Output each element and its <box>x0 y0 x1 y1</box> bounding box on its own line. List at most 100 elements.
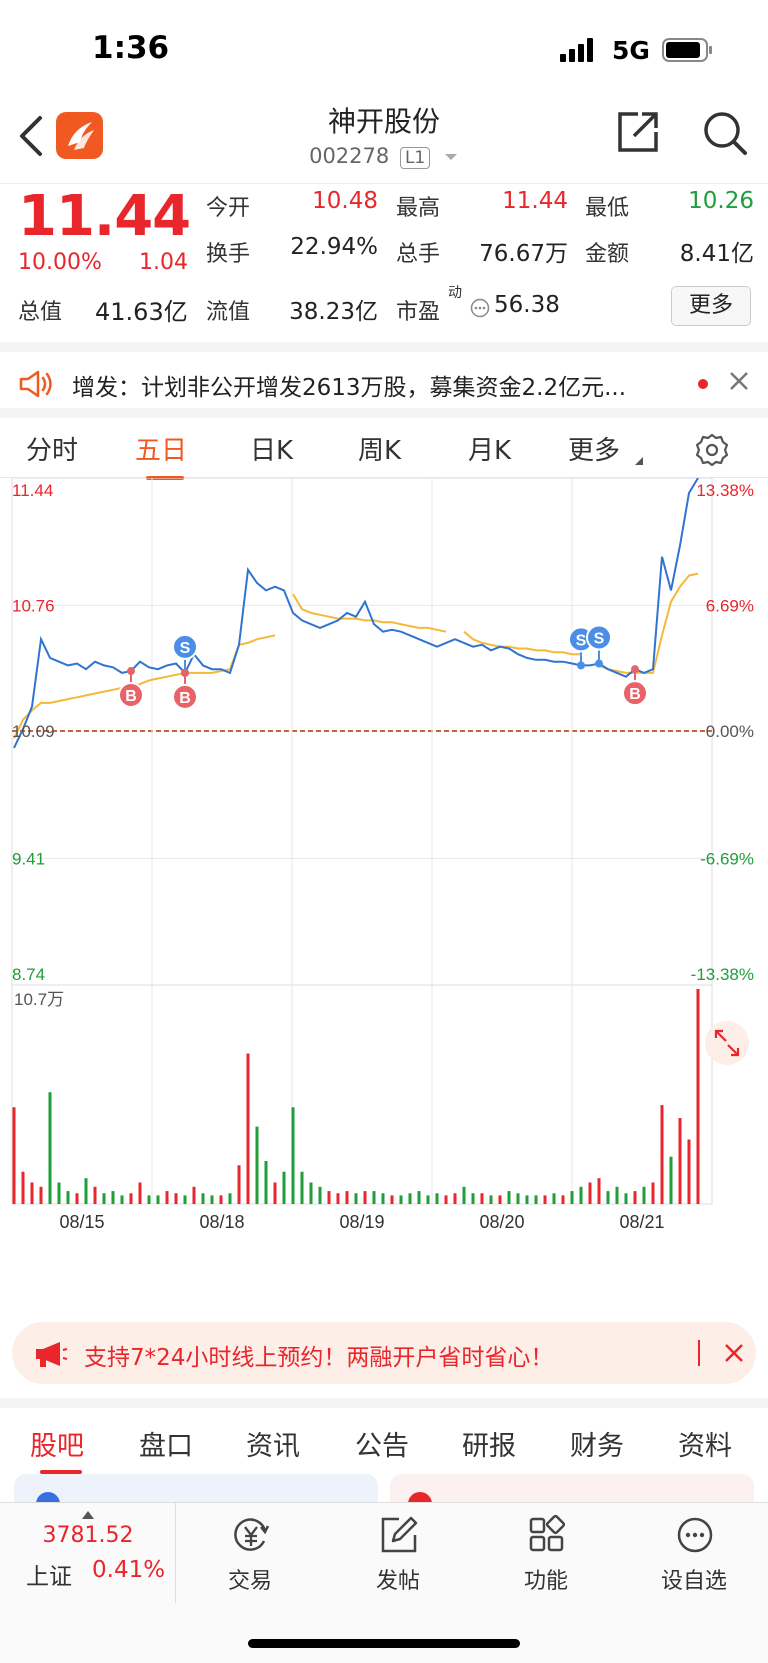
trade-button[interactable]: 交易 <box>190 1511 310 1601</box>
volume-bar <box>147 1195 151 1204</box>
tab-news[interactable]: 资讯 <box>246 1431 300 1462</box>
volume-bar <box>39 1186 43 1204</box>
add-watchlist-label: 设自选 <box>660 1569 727 1594</box>
index-ticker[interactable]: 3781.52 上证 0.41% <box>0 1503 176 1603</box>
stock-code: 002278 <box>309 144 390 168</box>
volume-bar <box>597 1178 601 1204</box>
turnover-label: 换手 <box>206 242 251 267</box>
volume-bar <box>552 1193 556 1204</box>
volume-bar <box>48 1092 52 1204</box>
stock-code-row[interactable]: 002278 L1 <box>0 144 768 169</box>
promo-banner[interactable]: 支持7*24小时线上预约！两融开户省时省心！ <box>12 1322 756 1384</box>
tab-announcements[interactable]: 公告 <box>355 1431 409 1462</box>
volume-bar <box>300 1171 304 1204</box>
tab-forum[interactable]: 股吧 <box>30 1431 84 1462</box>
bottom-bar: 3781.52 上证 0.41% 交易 发帖 功能 设自选 <box>0 1502 768 1663</box>
app-logo-icon[interactable] <box>56 112 103 159</box>
volume-bar <box>129 1193 133 1204</box>
volume-bar <box>678 1118 682 1204</box>
tab-more[interactable]: 更多 <box>568 436 621 466</box>
volume-bar <box>246 1053 250 1204</box>
volume-bar <box>102 1193 106 1204</box>
close-icon[interactable] <box>728 370 750 392</box>
pe-value: 56.38 <box>494 292 560 318</box>
more-quote-button[interactable]: 更多 <box>671 286 751 326</box>
peek-card-left[interactable] <box>14 1474 378 1504</box>
marker-label: B <box>629 686 641 703</box>
volume-bar <box>696 989 700 1204</box>
y-left-label: 9.41 <box>12 849 45 868</box>
x-axis-label: 08/19 <box>339 1212 384 1232</box>
tab-intraday[interactable]: 分时 <box>26 436 79 466</box>
share-icon[interactable] <box>616 110 660 154</box>
volume-bar <box>138 1182 142 1204</box>
volume-bar <box>507 1191 511 1204</box>
stock-name: 神开股份 <box>327 105 440 138</box>
peek-card-right[interactable] <box>390 1474 754 1504</box>
tab-five-day[interactable]: 五日 <box>135 436 188 466</box>
volume-bar <box>57 1182 61 1204</box>
marker-point <box>631 665 639 674</box>
volume-bar <box>408 1193 412 1204</box>
volume-bar <box>255 1126 259 1204</box>
more-dots-icon <box>677 1517 713 1553</box>
notice-text[interactable]: 增发：计划非公开增发2613万股，募集资金2.2亿元... <box>72 375 627 401</box>
buy-marker: B <box>172 668 198 710</box>
gear-icon[interactable] <box>694 432 730 468</box>
promo-divider <box>698 1340 700 1366</box>
card-icon <box>36 1492 60 1504</box>
marker-label: S <box>180 640 191 657</box>
tab-monthly-k[interactable]: 月K <box>468 436 512 466</box>
chart-labels: 11.44 10.76 10.09 9.41 8.74 13.38% 6.69% 0.00% -… <box>12 481 754 1232</box>
y-right-label: -6.69% <box>700 849 754 868</box>
tab-financials[interactable]: 财务 <box>570 1431 624 1462</box>
search-icon[interactable] <box>702 110 748 156</box>
add-watchlist-button[interactable]: 设自选 <box>634 1511 754 1601</box>
speaker-icon <box>19 370 52 398</box>
volume-bar <box>30 1182 34 1204</box>
caret-icon <box>635 457 643 465</box>
post-button[interactable]: 发帖 <box>338 1511 458 1601</box>
back-icon[interactable] <box>16 114 46 158</box>
volume-bar <box>480 1193 484 1204</box>
tab-research[interactable]: 研报 <box>462 1431 516 1462</box>
functions-button[interactable]: 功能 <box>486 1511 606 1601</box>
expand-up-icon[interactable] <box>82 1511 94 1519</box>
x-axis-label: 08/21 <box>619 1212 664 1232</box>
turnover-value: 22.94% <box>290 234 378 260</box>
volume-bar <box>390 1195 394 1204</box>
info-icon[interactable] <box>470 298 490 318</box>
low-value: 10.26 <box>688 188 754 214</box>
volume-bar <box>516 1193 520 1204</box>
marker-label: B <box>125 688 137 705</box>
marker-badge <box>172 683 198 710</box>
volume-bar <box>264 1161 268 1204</box>
close-icon[interactable] <box>723 1342 745 1364</box>
volume-bar <box>318 1186 322 1204</box>
tab-weekly-k[interactable]: 周K <box>358 436 402 466</box>
volume-bar <box>624 1193 628 1204</box>
tab-daily-k[interactable]: 日K <box>250 436 294 466</box>
volume-bar <box>543 1195 547 1204</box>
volume-bar <box>435 1193 439 1204</box>
tab-order-book[interactable]: 盘口 <box>139 1431 193 1462</box>
chart-tabs: 分时 五日 日K 周K 月K 更多 <box>0 408 768 480</box>
volume-bar <box>669 1156 673 1204</box>
notice-bar[interactable]: 增发：计划非公开增发2613万股，募集资金2.2亿元... <box>0 342 768 408</box>
y-left-label: 8.74 <box>12 965 45 984</box>
volume-bars <box>12 989 700 1204</box>
tab-profile[interactable]: 资料 <box>678 1431 732 1462</box>
volume-bar <box>156 1195 160 1204</box>
average-price-line <box>13 572 699 739</box>
high-value: 11.44 <box>502 188 568 214</box>
functions-label: 功能 <box>523 1569 568 1594</box>
volume-bar <box>588 1182 592 1204</box>
status-bar: 1:36 5G <box>0 0 768 100</box>
index-percent: 0.41% <box>92 1557 166 1583</box>
volume-bar <box>84 1178 88 1204</box>
volume-bar <box>237 1165 241 1204</box>
expand-chart-button[interactable] <box>705 1021 749 1065</box>
promo-text[interactable]: 支持7*24小时线上预约！两融开户省时省心！ <box>84 1345 554 1371</box>
active-tab-indicator <box>40 1470 82 1474</box>
